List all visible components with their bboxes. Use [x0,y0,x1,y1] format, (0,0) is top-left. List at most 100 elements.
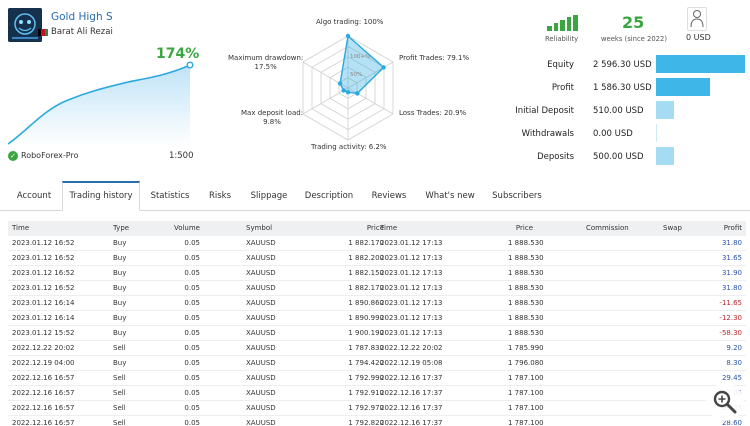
col-price-header: Price [366,224,384,232]
author-name[interactable]: Barat Ali Rezai [51,27,113,37]
table-row[interactable]: 2022.12.16 16:57 Sell 0.05 XAUUSD 1 792.970 2… [8,401,746,416]
table-row[interactable]: 2022.12.16 16:57 Sell 0.05 XAUUSD 1 792.820 2… [8,416,746,426]
check-circle-icon: ✓ [8,151,18,161]
col-type-cell: Buy [113,329,127,337]
radar-point [341,88,346,93]
col-type-cell: Sell [113,374,126,382]
col-type-cell: Buy [113,299,127,307]
col-time-cell: 2023.01.12 16:52 [12,284,75,292]
table-body: 2023.01.12 16:52 Buy 0.05 XAUUSD 1 882.170 20… [8,236,746,426]
col-volume-cell: 0.05 [184,269,200,277]
radar-axis [302,87,349,115]
table-header: Time Type Volume Symbol Price Time Price Commis… [8,221,746,236]
col-commission-header: Commission [586,224,629,232]
col-symbol-cell: XAUUSD [246,299,276,307]
table-row[interactable]: 2023.01.12 16:52 Buy 0.05 XAUUSD 1 882.170 20… [8,281,746,296]
col-profit-cell: 9.20 [726,344,742,352]
col-swap-cell [658,341,686,356]
stat-label-withdrawals: Withdrawals [521,129,574,139]
col-profit-cell: 31.80 [721,239,742,247]
col-profit-cell: -11.65 [719,299,742,307]
radar-label-profit: Profit Trades: 79.1% [399,54,470,62]
col-symbol-cell: XAUUSD [246,329,276,337]
col-commission-cell [586,341,656,356]
stat-label-initial-deposit: Initial Deposit [515,106,574,116]
reliability-bar [560,20,565,31]
col-close-price-header: Price [515,224,533,232]
col-close-time-cell: 2023.01.12 17:13 [380,239,443,247]
table-row[interactable]: 2023.01.12 16:14 Buy 0.05 XAUUSD 1 890.860 20… [8,296,746,311]
stat-value-withdrawals: 0.00 USD [593,129,633,139]
col-swap-cell [658,371,686,386]
col-close-price-cell: 1 888.530 [508,299,544,307]
col-time-cell: 2023.01.12 16:52 [12,239,75,247]
table-row[interactable]: 2023.01.12 15:52 Buy 0.05 XAUUSD 1 900.190 20… [8,326,746,341]
tab-reviews[interactable]: Reviews [371,191,407,201]
col-close-time-header: Time [380,224,398,232]
signal-title[interactable]: Gold High S [51,11,113,23]
col-commission-cell [586,311,656,326]
tab-description[interactable]: Description [304,191,354,201]
col-volume-header: Volume [173,224,200,232]
table-row[interactable]: 2022.12.16 16:57 Sell 0.05 XAUUSD 1 792.910 2… [8,386,746,401]
col-profit-cell: 31.80 [721,284,742,292]
radar-tick-label: 100+% [350,54,370,60]
tab-subscribers[interactable]: Subscribers [492,191,542,201]
col-swap-cell [658,401,686,416]
col-close-price-cell: 1 787.100 [508,419,544,426]
zoom-in-icon[interactable] [706,383,744,421]
table-row[interactable]: 2023.01.12 16:52 Buy 0.05 XAUUSD 1 882.170 20… [8,236,746,251]
col-type-cell: Sell [113,404,126,412]
tab-slippage[interactable]: Slippage [250,191,288,201]
table-row[interactable]: 2023.01.12 16:52 Buy 0.05 XAUUSD 1 882.200 20… [8,251,746,266]
reliability-label: Reliability [545,35,579,43]
col-volume-cell: 0.05 [184,419,200,426]
col-volume-cell: 0.05 [184,344,200,352]
signal-avatar[interactable] [8,8,42,42]
tab-statistics[interactable]: Statistics [150,191,190,201]
stat-label-deposits: Deposits [537,152,574,162]
table-row[interactable]: 2022.12.16 16:57 Sell 0.05 XAUUSD 1 792.990 2… [8,371,746,386]
col-swap-cell [658,356,686,371]
col-type-cell: Buy [113,359,127,367]
radar-point [381,65,386,70]
tab-whats-new[interactable]: What's new [425,191,475,201]
growth-line [8,64,191,145]
col-time-cell: 2022.12.19 04:00 [12,359,75,367]
tab-trading-history[interactable]: Trading history [62,181,140,211]
col-volume-cell: 0.05 [184,299,200,307]
col-price-cell: 1 792.820 [348,419,384,426]
col-commission-cell [586,371,656,386]
col-type-cell: Sell [113,419,126,426]
col-volume-cell: 0.05 [184,404,200,412]
col-volume-cell: 0.05 [184,389,200,397]
radar-label-algo: Algo trading: 100% [316,18,384,26]
col-time-cell: 2022.12.16 16:57 [12,374,75,382]
tab-account[interactable]: Account [16,191,52,201]
col-close-price-cell: 1 796.080 [508,359,544,367]
tab-risks[interactable]: Risks [208,191,232,201]
col-time-cell: 2023.01.12 16:52 [12,254,75,262]
col-close-price-cell: 1 787.100 [508,389,544,397]
stat-bar-profit [656,78,710,96]
radar-chart: 100+% 50% [302,33,394,141]
table-row[interactable]: 2023.01.12 16:14 Buy 0.05 XAUUSD 1 890.990 20… [8,311,746,326]
radar-point [345,33,351,39]
col-close-price-cell: 1 787.100 [508,404,544,412]
table-row[interactable]: 2023.01.12 16:52 Buy 0.05 XAUUSD 1 882.150 20… [8,266,746,281]
col-swap-cell [658,416,686,426]
col-volume-cell: 0.05 [184,239,200,247]
col-price-cell: 1 792.970 [348,404,384,412]
col-profit-cell: 31.65 [721,254,742,262]
col-close-time-cell: 2023.01.12 17:13 [380,299,443,307]
table-row[interactable]: 2022.12.19 04:00 Buy 0.05 XAUUSD 1 794.420 20… [8,356,746,371]
col-volume-cell: 0.05 [184,329,200,337]
radar-shape [339,34,385,95]
reliability-bar [547,26,552,31]
broker-name[interactable]: RoboForex-Pro [21,151,79,160]
table-row[interactable]: 2022.12.22 20:02 Sell 0.05 XAUUSD 1 787.830 2… [8,341,746,356]
col-swap-cell [658,236,686,251]
col-close-price-cell: 1 888.530 [508,254,544,262]
stat-bar-withdrawals [656,124,657,142]
country-flag-icon [38,29,48,36]
